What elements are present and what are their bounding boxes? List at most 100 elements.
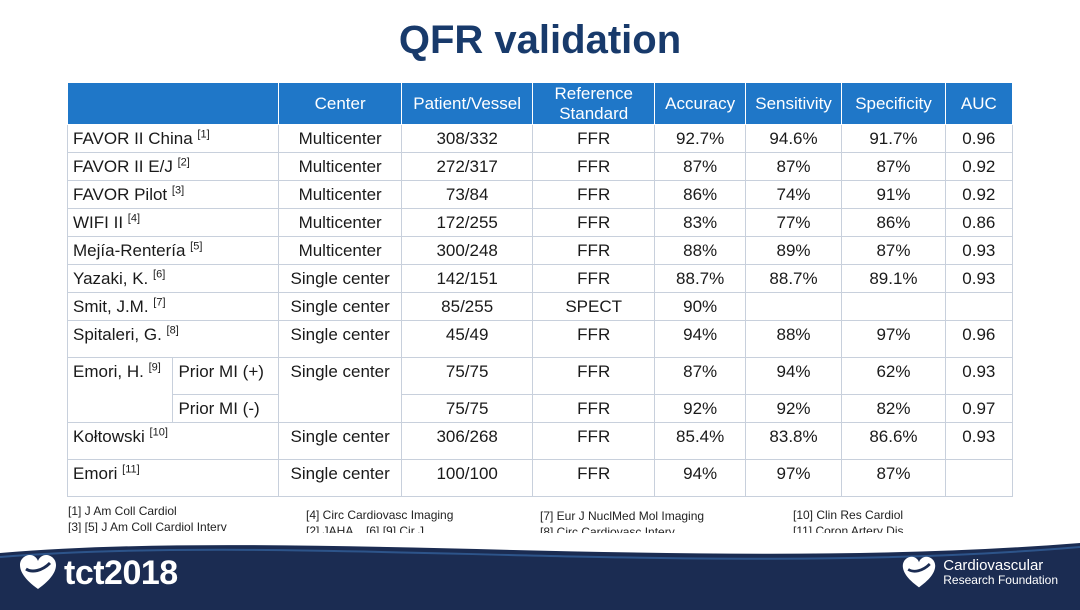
accuracy-cell: 92.7% [654,124,746,153]
auc-cell: 0.93 [944,236,1014,265]
auc-cell: 0.96 [944,320,1014,358]
header-accuracy: Accuracy [654,82,746,125]
study-name-cell: Kołtowski [10] [67,422,279,460]
citation-ref: [5] [190,239,203,252]
accuracy-cell: 86% [654,180,746,209]
study-name: Kołtowski [73,427,145,446]
sensitivity-cell: 89% [744,236,843,265]
specificity-cell: 87% [841,236,946,265]
reference-standard-cell: FFR [531,152,656,181]
table-row: FAVOR Pilot [3] Multicenter 73/84 FFR 86% 74%… [67,180,1014,209]
header-center: Center [277,82,403,125]
auc-cell [944,459,1014,497]
sensitivity-cell: 94% [744,357,843,395]
specificity-cell: 62% [841,357,946,395]
study-name: Mejía-Rentería [73,240,186,260]
accuracy-cell: 94% [654,320,746,358]
accuracy-cell: 87% [654,357,746,395]
study-name-cell: WIFI II [4] [67,208,279,237]
crf-logo-line1: Cardiovascular [943,557,1044,574]
accuracy-cell: 88.7% [654,264,746,293]
reference-standard-cell: FFR [531,264,656,293]
reference-standard-cell: FFR [531,208,656,237]
header-specificity: Specificity [841,82,946,125]
reference-standard-cell: FFR [531,320,656,358]
crf-logo-line2: Research Foundation [943,573,1058,587]
crf-logo: Cardiovascular Research Foundation [901,555,1058,591]
specificity-cell: 89.1% [841,264,946,293]
specificity-cell: 82% [841,394,946,423]
specificity-cell: 91.7% [841,124,946,153]
citation-ref: [9] [148,361,161,374]
reference-note: [10] Clin Res Cardiol [793,508,904,522]
patient-vessel-cell: 306/268 [401,422,533,460]
sensitivity-cell: 83.8% [744,422,843,460]
study-name: FAVOR II China [73,128,193,148]
reference-note: [4] Circ Cardiovasc Imaging [306,508,454,522]
citation-ref: [11] [122,463,140,476]
specificity-cell: 91% [841,180,946,209]
specificity-cell: 86.6% [841,422,946,460]
table-row: FAVOR II E/J [2] Multicenter 272/317 FFR 87%… [67,152,1014,181]
specificity-cell: 87% [841,459,946,497]
table-row: Spitaleri, G. [8] Single center 45/49 FFR 94… [67,320,1014,358]
center-cell: Single center [277,292,403,321]
table-row: Smit, J.M. [7] Single center 85/255 SPECT 90… [67,292,1014,321]
patient-vessel-cell: 73/84 [401,180,533,209]
footer-band: tct2018 Cardiovascular Research Foundati… [0,533,1080,610]
header-sensitivity: Sensitivity [744,82,843,125]
study-name: WIFI II [73,212,124,232]
header-patient-vessel: Patient/Vessel [401,82,533,125]
center-cell: Multicenter [277,124,403,153]
study-name: Yazaki, K. [73,268,149,288]
citation-ref: [6] [153,267,166,280]
reference-note: [1] J Am Coll Cardiol [68,504,177,518]
reference-standard-cell: FFR [531,124,656,153]
footer-wave-decoration [0,533,1080,560]
subgroup-label-cell: Prior MI (+) [172,357,279,395]
accuracy-cell: 94% [654,459,746,497]
sensitivity-cell: 88.7% [744,264,843,293]
center-cell: Multicenter [277,208,403,237]
auc-cell: 0.96 [944,124,1014,153]
accuracy-cell: 85.4% [654,422,746,460]
reference-standard-cell: FFR [531,394,656,423]
table-row: FAVOR II China [1] Multicenter 308/332 FFR 9… [67,124,1014,153]
center-cell: Multicenter [277,236,403,265]
auc-cell: 0.86 [944,208,1014,237]
subgroup-label-cell: Prior MI (-) [172,394,279,423]
study-name-cell: FAVOR Pilot [3] [67,180,279,209]
specificity-cell: 87% [841,152,946,181]
reference-column-1: [1] J Am Coll Cardiol [3] [5] J Am Coll … [68,503,227,535]
study-name-cell: Emori, H. [9] [66,357,174,423]
heart-icon [903,556,936,588]
table-row: Emori, H. [9] Prior MI (+) Single center 75… [66,357,1014,423]
table-row: Kołtowski [10] Single center 306/268 FFR 85.… [67,422,1014,460]
study-name-cell: Yazaki, K. [6] [67,264,279,293]
specificity-cell [841,292,946,321]
sensitivity-cell: 94.6% [744,124,843,153]
patient-vessel-cell: 100/100 [401,459,533,497]
center-cell: Multicenter [277,152,403,181]
study-name-cell: Emori [11] [67,459,279,497]
patient-vessel-cell: 45/49 [401,320,533,358]
auc-cell: 0.93 [944,264,1014,293]
specificity-cell: 97% [841,320,946,358]
reference-note: [3] [5] J Am Coll Cardiol Interv [68,520,227,534]
sensitivity-cell [744,292,843,321]
sensitivity-cell: 77% [744,208,843,237]
auc-cell: 0.92 [944,152,1014,181]
study-name-cell: Spitaleri, G. [8] [67,320,279,358]
reference-standard-cell: FFR [531,422,656,460]
patient-vessel-cell: 300/248 [401,236,533,265]
reference-standard-cell: FFR [531,459,656,497]
study-name: Spitaleri, G. [73,325,162,344]
study-name-cell: FAVOR II China [1] [67,124,279,153]
citation-ref: [2] [177,155,190,168]
study-name-cell: Smit, J.M. [7] [67,292,279,321]
table-row: Emori [11] Single center 100/100 FFR 94% 97% 8… [67,459,1014,497]
table-header-row: Center Patient/Vessel Reference Standard… [67,82,1014,125]
auc-cell: 0.93 [944,422,1014,460]
table-row: WIFI II [4] Multicenter 172/255 FFR 83% 77% 86… [67,208,1014,237]
auc-cell: 0.93 [944,357,1014,395]
